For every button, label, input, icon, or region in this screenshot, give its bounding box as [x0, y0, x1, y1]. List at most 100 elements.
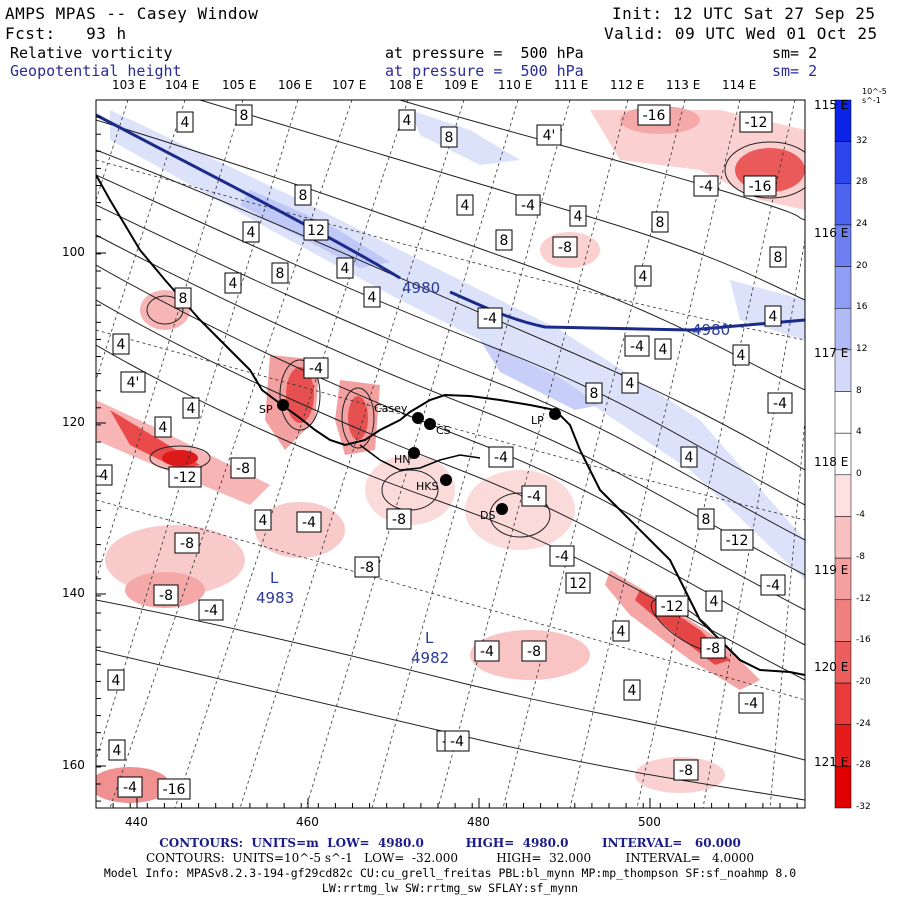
vorticity-label-box	[612, 620, 630, 642]
right-lon-label: 117 E	[814, 346, 849, 360]
vorticity-label: -4	[767, 392, 793, 414]
vorticity-label-box	[693, 175, 719, 197]
red-cell-casey-core	[348, 396, 368, 440]
vorticity-label: 4	[764, 305, 782, 327]
field2-name: Geopotential height	[10, 62, 182, 80]
vorticity-label: -4	[738, 692, 764, 714]
low-center-value: 4983	[256, 589, 294, 607]
vorticity-label-box	[477, 307, 503, 329]
vorticity-label-box	[444, 730, 470, 752]
height-4980-contour-east	[449, 290, 805, 332]
vorticity-label-box	[521, 640, 547, 662]
vorticity-label-text: -4	[494, 450, 508, 466]
low-center-symbol: L	[425, 629, 434, 647]
vorticity-label: -4	[693, 175, 719, 197]
colorbar-label: 20	[856, 260, 868, 271]
vorticity-label: 4	[705, 590, 723, 612]
vorticity-label-text: -4	[123, 780, 137, 796]
colorbar-label: -4	[856, 510, 865, 521]
height-4980-contour-west	[96, 113, 401, 280]
vorticity-label-text: 4	[341, 261, 350, 277]
vorticity-label: 4	[621, 372, 639, 394]
vorticity-label-box	[224, 272, 242, 294]
vorticity-label-text: 8	[445, 130, 454, 146]
red-cell-ds	[465, 470, 575, 550]
vorticity-label: -4	[444, 730, 470, 752]
vorticity-label-text: -12	[174, 470, 197, 486]
vorticity-label: 4'	[536, 124, 562, 146]
vorticity-label: 8	[651, 211, 669, 233]
vorticity-label: -16	[637, 104, 671, 126]
footer-vort-contours: CONTOURS: UNITS=10^-5 s^-1 LOW= -32.000 …	[145, 851, 755, 865]
vorticity-label-text: 4	[100, 468, 109, 484]
vorticity-label-text: 4	[737, 348, 746, 364]
vorticity-label: 8	[697, 508, 715, 530]
vorticity-label-box	[474, 640, 500, 662]
height-labels: 4980 4980	[402, 279, 730, 339]
vorticity-label: -16	[743, 175, 777, 197]
y-tick-label: 120	[62, 415, 85, 429]
vorticity-label-box	[623, 679, 641, 701]
vorticity-label-box	[440, 126, 458, 148]
colorbar-units: 10^-5 s^-1	[862, 87, 887, 105]
vorticity-label-box	[153, 584, 179, 606]
vorticity-label: -4	[477, 307, 503, 329]
vorticity-label-box	[117, 776, 143, 798]
top-lon-label: 111 E	[554, 78, 589, 92]
vorticity-label: -4	[549, 545, 575, 567]
x-tick-label: 440	[125, 815, 148, 829]
vorticity-label-text: -8	[706, 641, 720, 657]
station-marker	[277, 399, 289, 411]
colorbar-label: 24	[856, 218, 868, 229]
vorticity-label: -4	[303, 357, 329, 379]
red-cell-sp-core	[286, 367, 314, 423]
vorticity-label-text: -12	[745, 115, 768, 131]
colorbar-swatch	[834, 599, 852, 642]
vorticity-label-text: 4'	[127, 375, 140, 391]
colorbar-label: 0	[856, 468, 862, 479]
top-lon-label: 109 E	[444, 78, 479, 92]
vorticity-label: 4	[182, 397, 200, 419]
vorticity-label-text: 8	[774, 250, 783, 266]
vorticity-label-box	[363, 286, 381, 308]
vorticity-label-box	[303, 219, 329, 241]
vorticity-label-box	[456, 194, 474, 216]
vorticity-label: -8	[700, 637, 726, 659]
vorticity-label-text: -4	[302, 515, 316, 531]
vorticity-label-text: 12	[569, 576, 587, 592]
vorticity-label-box	[655, 595, 689, 617]
vorticity-label-text: -4	[521, 198, 535, 214]
vorticity-label-text: -8	[180, 536, 194, 552]
vorticity-label: -12	[739, 111, 773, 133]
colorbar-swatch	[834, 516, 852, 559]
colorbar-label: 8	[856, 385, 862, 396]
vorticity-label-text: -12	[661, 599, 684, 615]
vorticity-label-text: 4	[229, 276, 238, 292]
vorticity-label-text: 4	[181, 115, 190, 131]
vorticity-label: 4	[154, 416, 172, 438]
vorticity-label-box	[549, 545, 575, 567]
field1-smoothing: sm= 2	[772, 44, 818, 62]
vorticity-label: -4	[296, 511, 322, 533]
vorticity-label: -4	[474, 640, 500, 662]
vorticity-label-text: 8	[702, 512, 711, 528]
vorticity-label-text: 4	[117, 337, 126, 353]
axis-ticks	[95, 99, 798, 808]
vorticity-label-box	[552, 236, 578, 258]
vorticity-label-text: -8	[679, 763, 693, 779]
vorticity-label: 4	[680, 446, 698, 468]
vorticity-label-box	[521, 485, 547, 507]
top-lon-label: 112 E	[610, 78, 645, 92]
vorticity-label-box	[585, 382, 603, 404]
vorticity-label-box	[108, 739, 126, 761]
vorticity-label: 8	[769, 246, 787, 268]
vorticity-label: -4	[515, 194, 541, 216]
station-marker	[549, 408, 561, 420]
vorticity-label-text: 4	[769, 309, 778, 325]
vorticity-label: 8	[174, 287, 192, 309]
station-label: LP	[531, 414, 544, 427]
vorticity-label: -8	[552, 236, 578, 258]
vorticity-label: -8	[673, 759, 699, 781]
vorticity-label-box	[107, 669, 125, 691]
